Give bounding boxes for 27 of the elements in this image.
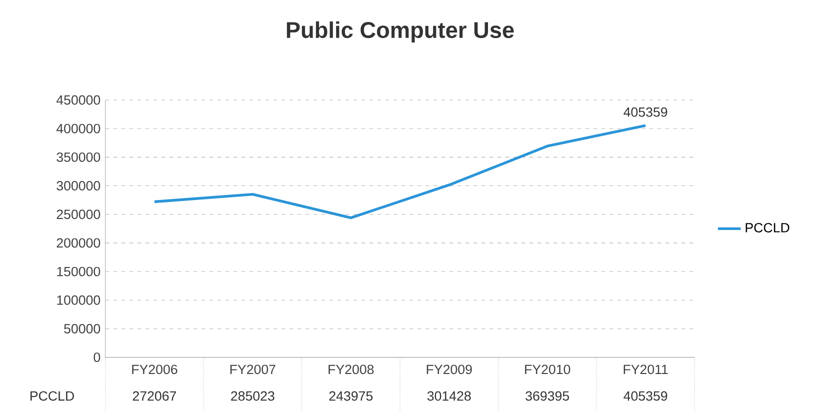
y-tick-label: 100000 bbox=[57, 295, 100, 305]
y-tick-label: 450000 bbox=[56, 95, 100, 105]
y-tick-label: 0 bbox=[94, 352, 100, 362]
y-tick-label: 300000 bbox=[56, 181, 100, 190]
chart-title: Public Computer Use bbox=[286, 21, 514, 43]
data-label: 369395 bbox=[526, 391, 570, 401]
x-tick-label: FY2006 bbox=[132, 364, 178, 374]
y-tick-label: 400000 bbox=[56, 124, 100, 134]
x-tick-label: FY2010 bbox=[525, 364, 570, 374]
x-tick-label: FY2008 bbox=[328, 364, 374, 374]
data-label: 272067 bbox=[132, 391, 176, 401]
x-tick-label: FY2011 bbox=[624, 364, 668, 374]
line-series bbox=[153, 124, 647, 220]
y-tick-label: 50000 bbox=[64, 324, 100, 334]
x-tick-label: FY2007 bbox=[230, 364, 276, 374]
x-tick-label: FY2009 bbox=[426, 364, 472, 374]
data-label: 243975 bbox=[329, 391, 373, 401]
data-label: 301428 bbox=[427, 391, 471, 401]
annotation: 405359 bbox=[624, 107, 668, 117]
y-tick-label: 250000 bbox=[56, 210, 100, 220]
data-label: 405359 bbox=[624, 391, 668, 401]
y-tick-label: 350000 bbox=[56, 152, 100, 162]
y-tick-label: 200000 bbox=[56, 238, 100, 248]
y-tick-label: 150000 bbox=[57, 266, 100, 276]
data-label: 285023 bbox=[231, 391, 274, 401]
text: PCCLD bbox=[30, 391, 74, 401]
legend-label: PCCLD bbox=[746, 223, 790, 232]
